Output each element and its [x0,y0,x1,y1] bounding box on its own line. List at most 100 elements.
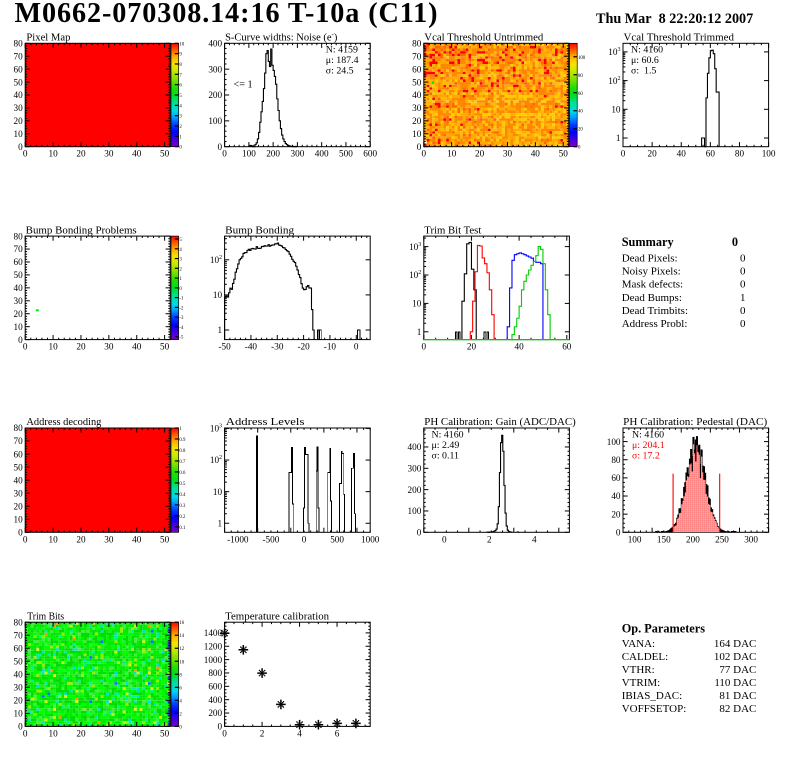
svg-text:60: 60 [611,473,621,483]
svg-text:0: 0 [740,305,746,317]
svg-text:80: 80 [735,149,745,159]
svg-text:Vcal Threshold Untrimmed: Vcal Threshold Untrimmed [424,32,544,44]
svg-text:0: 0 [740,253,746,265]
svg-text:1: 1 [218,325,223,335]
svg-text:110 DAC: 110 DAC [714,677,756,689]
svg-text:Address Probl:: Address Probl: [622,318,688,330]
svg-text:Temperature calibration: Temperature calibration [225,610,330,622]
svg-text:60: 60 [412,64,422,74]
svg-text:80: 80 [611,455,621,465]
svg-text:30: 30 [104,728,114,738]
svg-text:σ: 17.2: σ: 17.2 [632,450,660,461]
svg-text:20: 20 [475,149,485,159]
svg-text:-500: -500 [262,534,279,544]
svg-text:S-Curve widths: Noise (e-): S-Curve widths: Noise (e-) [225,31,338,44]
svg-text:VOFFSETOP:: VOFFSETOP: [622,703,687,715]
svg-text:0: 0 [179,287,182,292]
svg-text:Dead Trimbits:: Dead Trimbits: [622,305,688,317]
svg-text:10: 10 [213,290,223,300]
svg-text:0: 0 [616,528,621,538]
svg-text:102: 102 [210,255,222,265]
svg-text:2: 2 [179,267,182,272]
svg-text:200: 200 [408,485,422,495]
svg-text:VANA:: VANA: [622,638,655,650]
svg-text:3: 3 [179,115,182,120]
svg-text:40: 40 [531,149,541,159]
svg-text:0: 0 [18,528,23,538]
svg-text:0: 0 [23,149,28,159]
svg-text:70: 70 [14,244,24,254]
svg-text:50: 50 [412,77,422,87]
svg-text:6: 6 [335,728,340,738]
svg-text:30: 30 [412,103,422,113]
svg-text:50: 50 [160,534,170,544]
svg-text:5: 5 [179,238,182,243]
svg-text:70: 70 [412,51,422,61]
svg-text:-4: -4 [179,326,184,331]
svg-text:100: 100 [607,437,621,447]
svg-text:80: 80 [14,39,24,49]
svg-text:4: 4 [532,534,537,544]
svg-text:500: 500 [330,534,344,544]
svg-text:20: 20 [14,309,24,319]
svg-text:14: 14 [179,634,184,639]
svg-text:2: 2 [487,534,492,544]
svg-text:0: 0 [23,342,28,352]
svg-text:0.3: 0.3 [179,504,186,509]
svg-text:0: 0 [18,142,23,152]
svg-text:40: 40 [14,475,24,485]
svg-text:Op. Parameters: Op. Parameters [622,621,706,635]
svg-text:10: 10 [14,709,24,719]
svg-text:40: 40 [515,342,525,352]
svg-text:μ: 204.1: μ: 204.1 [632,440,665,451]
svg-text:102: 102 [409,270,421,280]
svg-text:0: 0 [578,146,581,151]
svg-text:4: 4 [179,699,182,704]
svg-text:-1: -1 [179,297,184,302]
svg-text:6: 6 [179,686,182,691]
svg-text:50: 50 [160,342,170,352]
svg-text:800: 800 [208,668,222,678]
svg-text:VTHR:: VTHR: [622,664,655,676]
svg-text:0: 0 [23,534,28,544]
svg-text:50: 50 [14,657,24,667]
svg-text:σ: 0.11: σ: 0.11 [432,450,460,461]
svg-text:N: 4159: N: 4159 [326,45,358,56]
svg-text:300: 300 [408,464,422,474]
svg-text:50: 50 [160,149,170,159]
svg-text:2: 2 [260,728,265,738]
svg-text:50: 50 [14,77,24,87]
svg-text:40: 40 [677,149,687,159]
svg-text:50: 50 [14,462,24,472]
svg-text:0: 0 [218,722,223,732]
svg-text:M0662-070308.14:16 T-10a (C11): M0662-070308.14:16 T-10a (C11) [15,0,439,29]
svg-text:60: 60 [14,449,24,459]
svg-text:70: 70 [14,630,24,640]
svg-text:40: 40 [132,149,142,159]
svg-text:0.8: 0.8 [179,449,186,454]
svg-text:50: 50 [14,270,24,280]
svg-text:PH Calibration: Pedestal (DAC): PH Calibration: Pedestal (DAC) [623,416,767,428]
svg-text:Address Levels: Address Levels [226,416,305,428]
svg-text:20: 20 [14,501,24,511]
svg-text:1: 1 [740,292,746,304]
svg-text:40: 40 [578,110,583,115]
svg-text:Trim Bits: Trim Bits [27,610,64,622]
svg-text:4: 4 [297,728,302,738]
svg-text:0: 0 [621,149,626,159]
svg-text:400: 400 [408,442,422,452]
svg-text:250: 250 [715,534,729,544]
svg-text:1: 1 [179,135,182,140]
svg-text:102: 102 [608,76,620,86]
svg-text:30: 30 [14,683,24,693]
svg-text:10: 10 [49,534,59,544]
svg-text:N: 4160: N: 4160 [632,429,664,440]
svg-text:9: 9 [179,53,182,58]
svg-text:4: 4 [179,248,182,253]
svg-text:0: 0 [222,149,227,159]
svg-text:500: 500 [339,149,353,159]
svg-text:μ: 187.4: μ: 187.4 [326,55,359,66]
svg-text:μ: 2.49: μ: 2.49 [432,440,460,451]
svg-text:-1000: -1000 [227,534,249,544]
svg-text:Pixel Map: Pixel Map [26,32,70,44]
